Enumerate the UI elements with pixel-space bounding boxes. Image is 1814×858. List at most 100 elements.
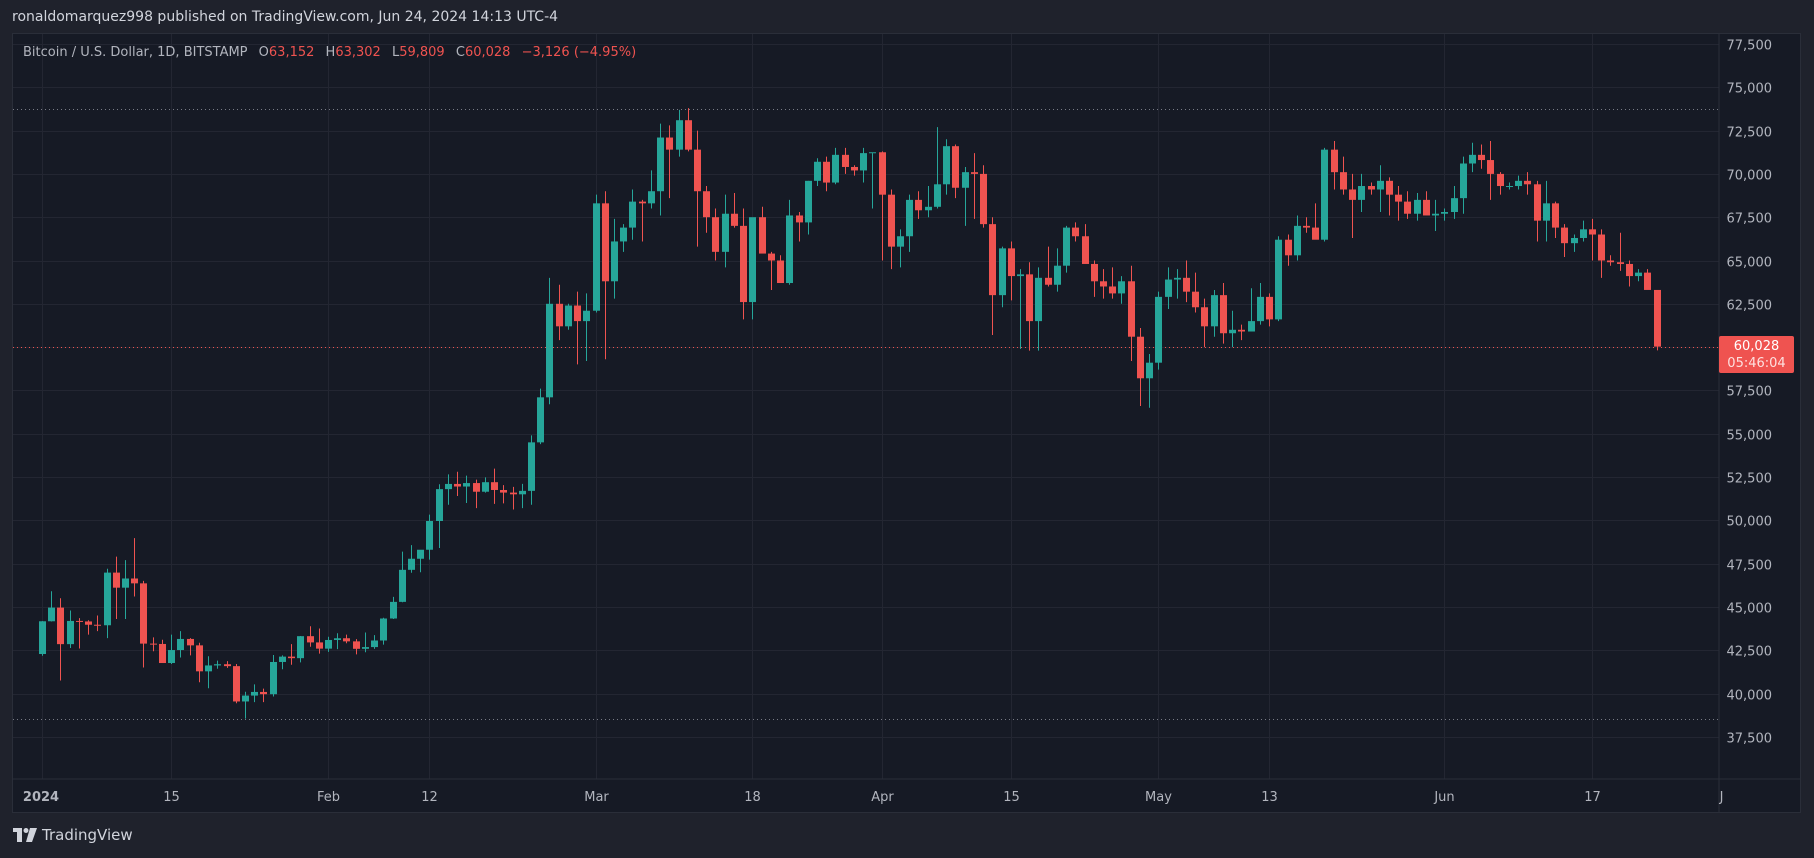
price-tick-label: 47,500 (1727, 559, 1773, 574)
time-axis: 2024 15 Feb 12 Mar 18 Apr 15 May 13 Jun 17 J (23, 790, 1724, 805)
candle (1534, 180, 1541, 242)
symbol-legend: Bitcoin / U.S. Dollar, 1D, BITSTAMP O63,… (23, 45, 637, 60)
candle (749, 217, 756, 320)
candle (869, 152, 876, 209)
candle (1211, 289, 1218, 337)
candle (113, 556, 120, 620)
candle (851, 165, 858, 176)
price-tick-label: 42,500 (1727, 645, 1773, 660)
candle (694, 130, 701, 247)
candle (629, 189, 636, 240)
candle (1432, 199, 1439, 232)
candle (1146, 354, 1153, 408)
candle (104, 568, 111, 639)
candle (463, 475, 470, 503)
candle (814, 158, 821, 187)
time-tick-label: May (1145, 790, 1172, 805)
candle (620, 224, 627, 252)
candle (786, 199, 793, 285)
candle (860, 147, 867, 183)
chart-frame[interactable] (12, 33, 1801, 813)
candle (316, 628, 323, 654)
candle (140, 580, 147, 668)
candle (1128, 265, 1135, 361)
high-value: 63,302 (335, 45, 381, 60)
candle (906, 194, 913, 252)
candle (500, 485, 507, 504)
candle (999, 246, 1006, 308)
candle (251, 684, 258, 703)
last-price-badge: 60,028 05:46:04 (1719, 336, 1794, 373)
candle (1266, 293, 1273, 327)
candle (1395, 186, 1402, 221)
price-tick-label: 65,000 (1727, 256, 1773, 271)
time-tick-label: 2024 (23, 790, 59, 805)
candle (288, 644, 295, 665)
candle (556, 284, 563, 341)
candle (362, 632, 369, 653)
candle (482, 477, 489, 493)
candle (722, 194, 729, 268)
candle (1072, 222, 1079, 242)
candle (159, 639, 166, 664)
candle (1515, 175, 1522, 190)
candle (1303, 217, 1310, 233)
candle (805, 180, 812, 235)
candle (491, 468, 498, 504)
candle (270, 655, 277, 697)
tradingview-logo-icon (13, 828, 37, 842)
candle (1220, 283, 1227, 344)
candle (1026, 262, 1033, 351)
candle (48, 591, 55, 622)
time-tick-label: Apr (871, 790, 894, 805)
candle (122, 560, 129, 620)
time-tick-label: J (1719, 790, 1724, 805)
candle (712, 208, 719, 261)
candle (1035, 267, 1042, 351)
candle (1192, 272, 1199, 313)
candle (1331, 140, 1338, 190)
candle (574, 291, 581, 365)
candle (1091, 260, 1098, 297)
tradingview-logo[interactable]: TradingView (13, 826, 133, 844)
candle (1248, 288, 1255, 332)
time-tick-label: Feb (317, 790, 340, 805)
candle (639, 199, 646, 242)
time-tick-label: 12 (421, 790, 438, 805)
candle (1644, 269, 1651, 290)
candle (1349, 173, 1356, 238)
publish-info: ronaldomarquez998 published on TradingVi… (12, 9, 559, 25)
candle (1045, 246, 1052, 287)
candle (1174, 269, 1181, 299)
candle (915, 191, 922, 219)
candle (657, 123, 664, 216)
candle (1257, 283, 1264, 325)
candle (224, 661, 231, 668)
candle (1017, 269, 1024, 349)
candle (842, 147, 849, 174)
grid-lines (13, 34, 1719, 779)
price-tick-label: 67,500 (1727, 212, 1773, 227)
candle (279, 655, 286, 670)
price-tick-label: 57,500 (1727, 385, 1773, 400)
candle (334, 633, 341, 650)
candle (1598, 229, 1605, 278)
candle (879, 151, 886, 261)
candle (408, 545, 415, 573)
last-price: 60,028 (1733, 339, 1780, 354)
candle (980, 165, 987, 228)
price-tick-label: 45,000 (1727, 602, 1773, 617)
candle (177, 631, 184, 658)
candle (76, 618, 83, 649)
candle (971, 153, 978, 219)
candle (1137, 328, 1144, 406)
candle (1543, 180, 1550, 242)
candle (260, 688, 267, 703)
price-tick-label: 72,500 (1727, 126, 1773, 141)
candle (1460, 156, 1467, 214)
candle (934, 127, 941, 209)
candle (1441, 208, 1448, 221)
candle (537, 388, 544, 445)
candle (1285, 234, 1292, 266)
